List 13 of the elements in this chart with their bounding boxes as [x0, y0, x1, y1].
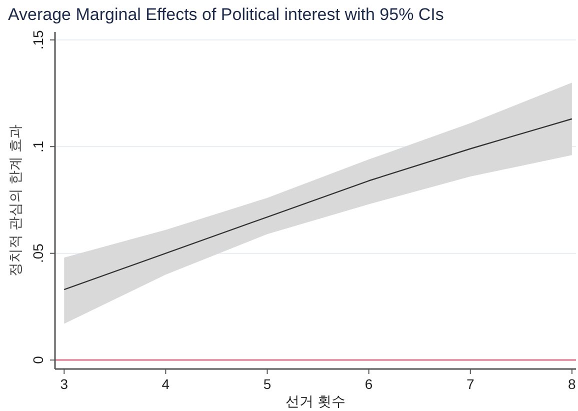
x-tick-label: 4 — [162, 376, 170, 392]
x-tick-label: 8 — [568, 376, 576, 392]
y-tick-label: .05 — [30, 243, 46, 264]
title: Average Marginal Effects of Political interest with 95% CIs — [8, 5, 444, 24]
x-axis-title: 선거 횟수 — [286, 393, 346, 409]
y-tick-label: .1 — [30, 140, 46, 152]
x-tick-label: 3 — [60, 376, 68, 392]
y-axis-title: 정치적 관심의 한계 효과 — [7, 124, 23, 276]
x-tick-label: 6 — [364, 376, 373, 392]
y-tick-label: 0 — [30, 356, 46, 364]
x-tick-label: 5 — [263, 376, 272, 392]
x-tick-label: 7 — [466, 376, 474, 392]
y-tick-label: .15 — [30, 30, 46, 50]
